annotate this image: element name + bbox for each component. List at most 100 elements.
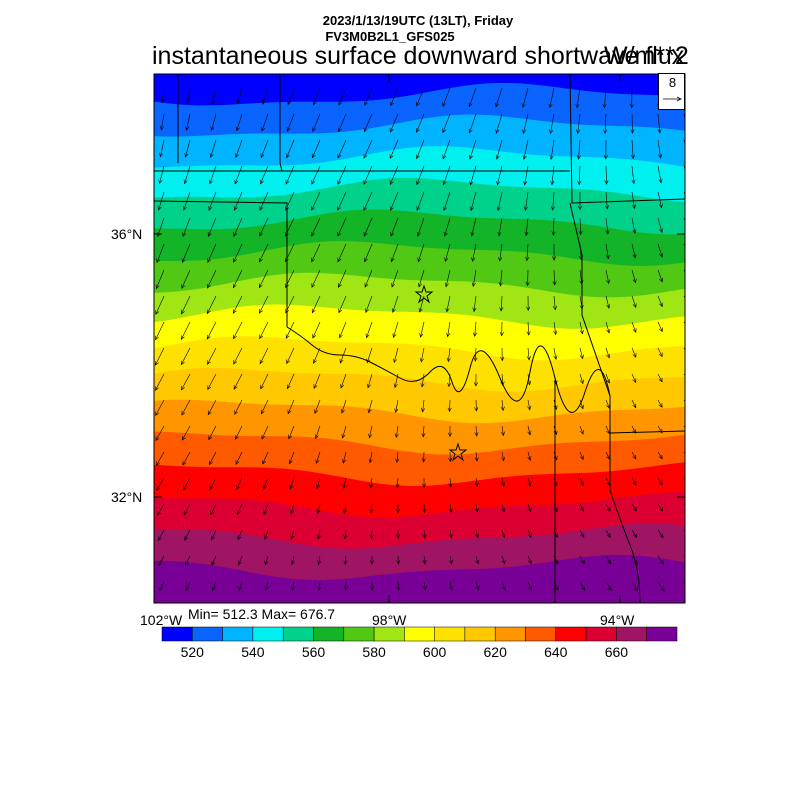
lon-label-98w: 98°W (372, 612, 407, 628)
political-boundaries (154, 74, 685, 603)
wind-vector (369, 555, 374, 565)
wind-vector (605, 269, 610, 285)
wind-vector (416, 139, 425, 160)
colorbar-label: 540 (241, 644, 265, 660)
wind-vector (579, 425, 584, 435)
wind-vector (232, 295, 243, 314)
wind-vector (287, 373, 295, 390)
wind-vector (286, 347, 295, 365)
wind-vector (472, 295, 477, 313)
wind-vector (604, 165, 609, 185)
wind-vector (207, 269, 217, 289)
lon-label-94w: 94°W (600, 612, 635, 628)
wind-vector (579, 555, 585, 565)
wind-vector (579, 347, 584, 360)
wind-vector (338, 295, 347, 314)
wind-vector (603, 139, 608, 160)
wind-vector (233, 321, 243, 340)
wind-vector (443, 217, 451, 237)
wind-vector (287, 399, 295, 415)
wind-vector (211, 87, 217, 105)
wind-vector (338, 269, 347, 288)
wind-vector (495, 139, 503, 160)
wind-vector (549, 139, 555, 160)
wind-vector (552, 295, 557, 311)
wind-vector (261, 399, 269, 415)
wind-vector (236, 87, 243, 105)
colorbar-swatch (616, 626, 647, 642)
wind-vector (367, 373, 373, 389)
wind-vector (207, 243, 217, 263)
wind-vector (418, 269, 425, 288)
wind-vector (499, 295, 504, 312)
reference-arrow-icon (663, 96, 682, 102)
wind-vector (159, 139, 165, 158)
wind-vector (527, 503, 532, 513)
wind-vector (182, 451, 191, 466)
wind-vector (501, 529, 506, 539)
wind-vector (497, 217, 503, 237)
wind-vector (579, 399, 584, 410)
colorbar-swatch (252, 626, 284, 642)
wind-vector (315, 451, 321, 465)
wind-vector (551, 217, 556, 236)
model-name-header: FV3M0B2L1_GFS025 (325, 29, 455, 44)
wind-vector (657, 373, 663, 383)
wind-vector (343, 555, 348, 565)
wind-vector (657, 165, 663, 184)
reference-vector-value: 8 (668, 75, 677, 90)
wind-vector (262, 451, 269, 465)
wind-vector (396, 581, 401, 591)
wind-vector (631, 503, 637, 512)
wind-vector (238, 581, 243, 592)
wind-vector (159, 113, 165, 131)
colorbar-label: 520 (180, 644, 204, 660)
wind-vector (421, 425, 426, 438)
wind-vector (259, 321, 269, 340)
wind-vector (474, 503, 479, 513)
wind-vector (259, 269, 269, 289)
wind-vector (395, 503, 400, 514)
wind-vector (631, 529, 638, 539)
wind-vector (368, 425, 373, 439)
wind-vector (446, 321, 451, 338)
wind-vector (234, 165, 243, 185)
colorbar (161, 626, 678, 642)
wind-vector (264, 555, 269, 566)
wind-vector (311, 165, 321, 185)
wind-vector (311, 295, 321, 314)
wind-vector (391, 295, 399, 313)
wind-vector (474, 425, 479, 437)
wind-vector (657, 217, 663, 234)
wind-vector (442, 165, 451, 186)
wind-vector (475, 555, 480, 565)
reference-vector-box: 8 (658, 73, 685, 110)
plot-frame (153, 73, 686, 604)
oklahoma-colorado-border (279, 74, 283, 172)
wind-vector (416, 165, 425, 186)
wind-vector (158, 165, 165, 185)
wind-vector (657, 321, 663, 333)
wind-vector (365, 295, 373, 314)
wind-vector (234, 425, 243, 440)
wind-vector (657, 139, 663, 159)
wind-vector (526, 347, 531, 361)
wind-vector (181, 269, 191, 289)
wind-vector (527, 425, 532, 436)
wind-vector (339, 321, 347, 339)
wind-vector (631, 165, 636, 185)
wind-vector (442, 113, 451, 134)
wind-vector (522, 139, 529, 160)
wind-vector (631, 243, 637, 259)
wind-vector (233, 373, 243, 390)
wind-vector (420, 373, 425, 388)
wind-vector (442, 87, 451, 107)
wind-vector (631, 295, 637, 309)
wind-vector (157, 529, 165, 542)
wind-vector (471, 269, 477, 288)
wind-vector (422, 503, 427, 514)
wind-vector (288, 425, 295, 440)
wind-vector (233, 347, 243, 365)
wind-vector (444, 243, 451, 263)
